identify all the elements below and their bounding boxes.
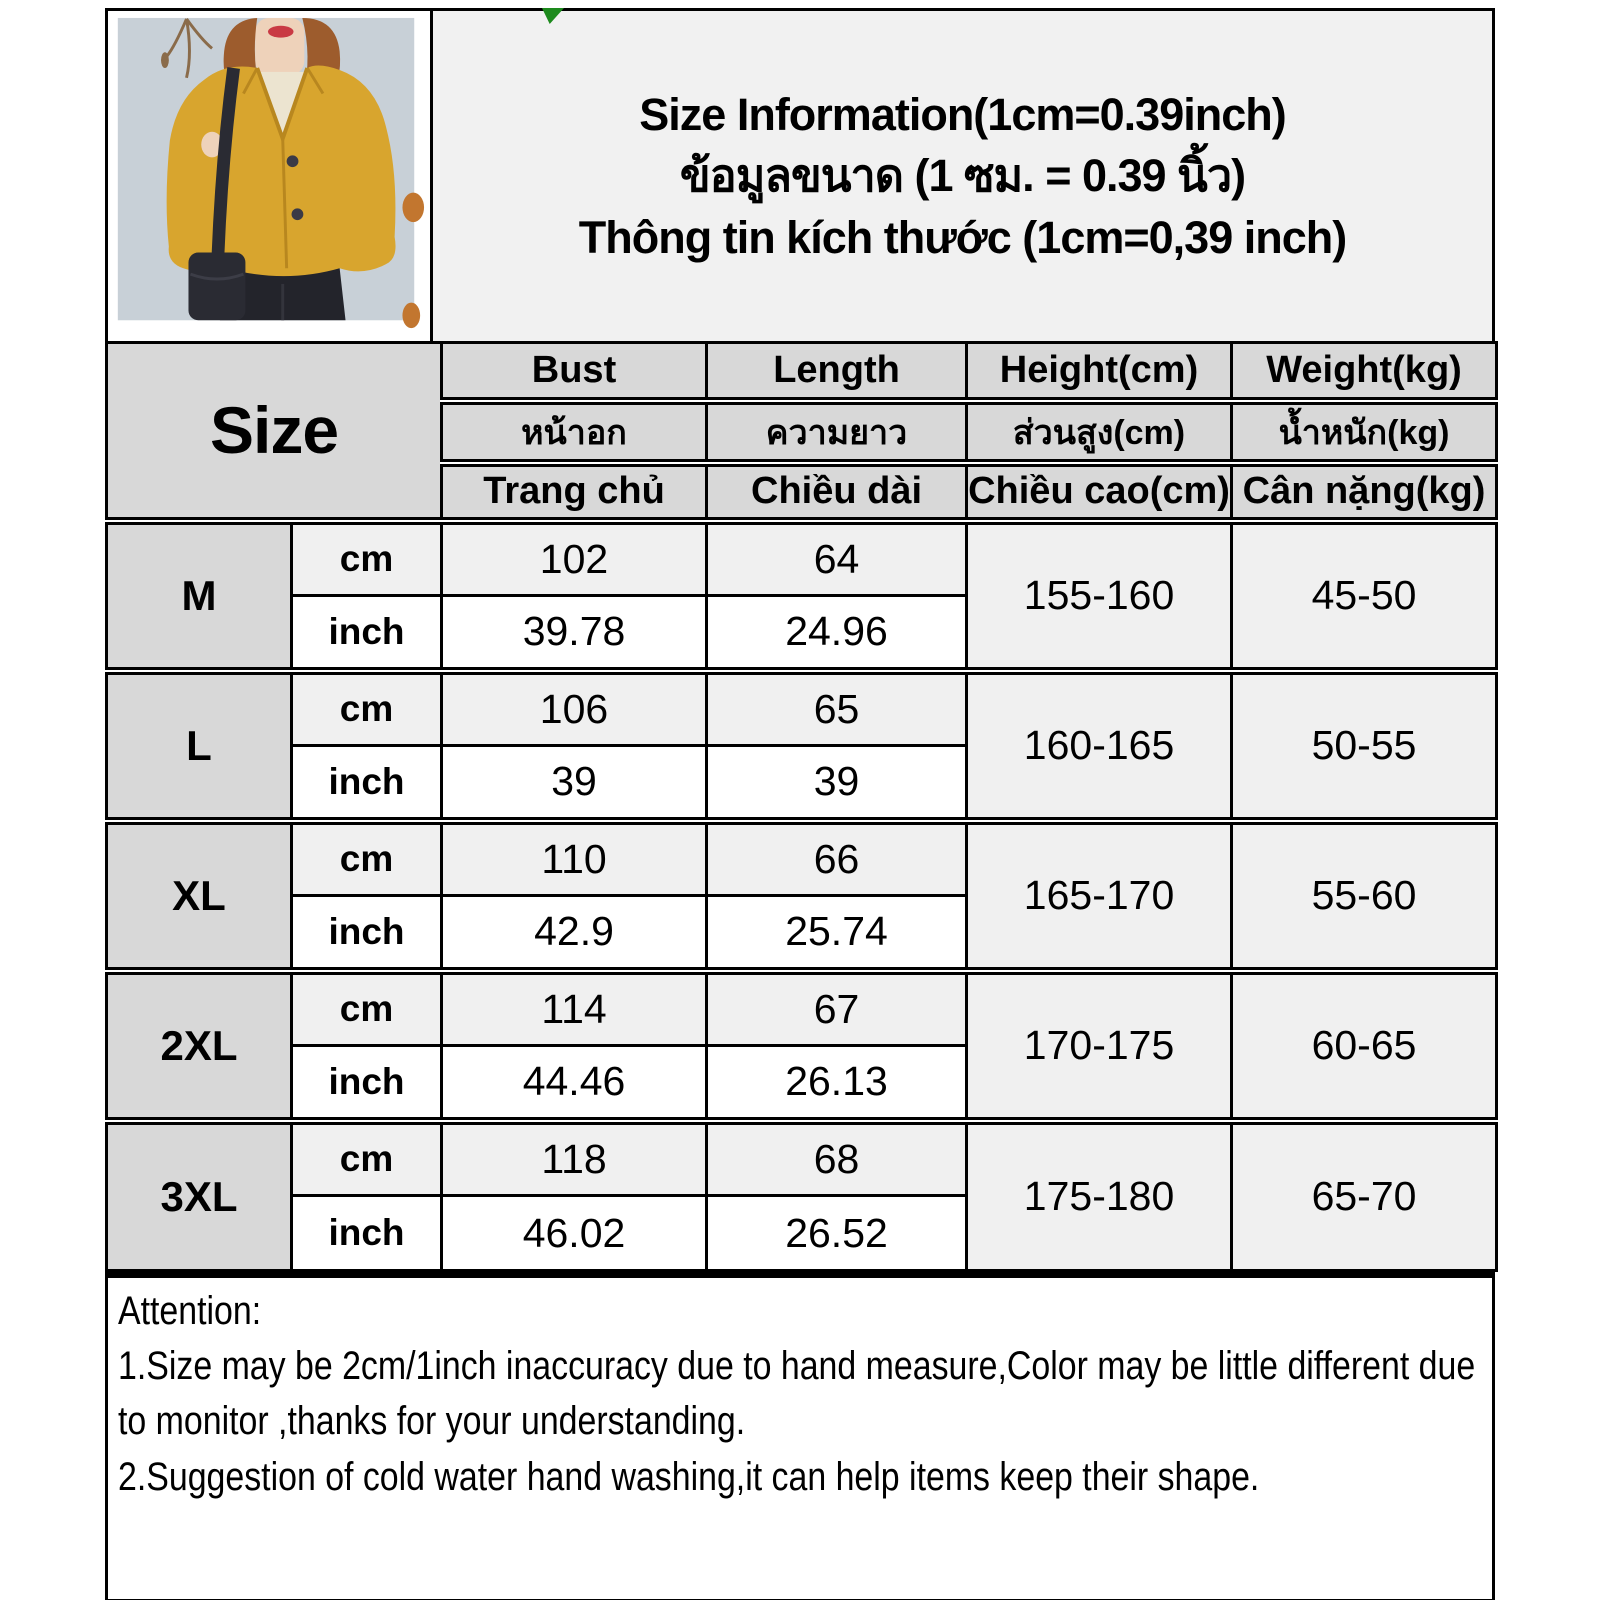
size-header-cell: Size (104, 341, 444, 522)
col-header-weight-vi: Cân nặng(kg) (1230, 458, 1499, 522)
length-value-cm: 64 (705, 516, 969, 597)
unit-cell-inch: inch (289, 744, 444, 822)
size-table: Size Bust Length Height(cm) Weight(kg) ห… (104, 341, 1499, 1272)
height-range: 155-160 (965, 516, 1234, 672)
col-header-height-th: ส่วนสูง(cm) (965, 396, 1234, 464)
unit-cell-inch: inch (289, 594, 444, 672)
unit-cell-cm: cm (289, 966, 444, 1047)
col-header-length-vi: Chiều dài (705, 458, 969, 522)
bust-value-cm: 106 (440, 666, 709, 747)
length-value-cm: 65 (705, 666, 969, 747)
bust-value-cm: 110 (440, 816, 709, 897)
height-range: 165-170 (965, 816, 1234, 972)
size-row-label: M (105, 516, 293, 672)
length-value-cm: 67 (705, 966, 969, 1047)
bust-value-inch: 39.78 (440, 594, 709, 672)
table-row-l-cm: L cm 106 65 160-165 50-55 (105, 666, 1499, 822)
table-row-2xl-inch: inch 44.46 26.13 (107, 1044, 1497, 1122)
bust-value-cm: 114 (440, 966, 709, 1047)
col-header-weight-th: น้ำหนัก(kg) (1230, 396, 1499, 464)
size-row-label: XL (105, 816, 293, 972)
bust-value-cm: 118 (440, 1116, 709, 1197)
unit-cell-cm: cm (289, 1116, 444, 1197)
table-row-2xl-cm: 2XL cm 114 67 170-175 60-65 (105, 966, 1499, 1122)
table-row-xl-inch: inch 42.9 25.74 (107, 894, 1497, 972)
unit-cell-cm: cm (289, 516, 444, 597)
col-header-weight-en: Weight(kg) (1230, 341, 1499, 402)
col-header-bust-th: หน้าอก (440, 396, 709, 464)
top-band: Size Information(1cm=0.39inch) ข้อมูลขนา… (105, 8, 1495, 341)
table-row-m-inch: inch 39.78 24.96 (107, 594, 1497, 672)
attention-heading: Attention: (118, 1289, 262, 1333)
length-value-cm: 68 (705, 1116, 969, 1197)
col-header-length-th: ความยาว (705, 396, 969, 464)
attention-note-2: 2.Suggestion of cold water hand washing,… (118, 1454, 1260, 1499)
weight-range: 60-65 (1230, 966, 1499, 1122)
length-value-inch: 25.74 (705, 894, 969, 972)
col-header-length-en: Length (705, 341, 969, 402)
length-value-inch: 24.96 (705, 594, 969, 672)
header-row-th: หน้าอก ความยาว ส่วนสูง(cm) น้ำหนัก(kg) (107, 396, 1499, 464)
attention-notes: Attention: 1.Size may be 2cm/1inch inacc… (105, 1272, 1495, 1600)
size-information-title: Size Information(1cm=0.39inch) ข้อมูลขนา… (433, 11, 1492, 341)
height-range: 175-180 (965, 1116, 1234, 1272)
title-thai: ข้อมูลขนาด (1 ซม. = 0.39 นิ้ว) (679, 150, 1246, 202)
table-row-m-cm: M cm 102 64 155-160 45-50 (105, 516, 1499, 672)
weight-range: 45-50 (1230, 516, 1499, 672)
length-value-inch: 26.13 (705, 1044, 969, 1122)
attention-text: Attention: 1.Size may be 2cm/1inch inacc… (118, 1284, 1481, 1505)
size-row-label: 2XL (105, 966, 293, 1122)
col-header-bust-vi: Trang chủ (440, 458, 709, 522)
bust-value-inch: 42.9 (440, 894, 709, 972)
table-row-xl-cm: XL cm 110 66 165-170 55-60 (105, 816, 1499, 972)
bust-value-cm: 102 (440, 516, 709, 597)
unit-cell-cm: cm (289, 816, 444, 897)
table-row-l-inch: inch 39 39 (107, 744, 1497, 822)
length-value-inch: 39 (705, 744, 969, 822)
bust-value-inch: 46.02 (440, 1194, 709, 1272)
col-header-height-en: Height(cm) (965, 341, 1234, 402)
weight-range: 55-60 (1230, 816, 1499, 972)
table-row-3xl-inch: inch 46.02 26.52 (107, 1194, 1497, 1272)
weight-range: 50-55 (1230, 666, 1499, 822)
length-value-inch: 26.52 (705, 1194, 969, 1272)
attention-note-1: 1.Size may be 2cm/1inch inaccuracy due t… (118, 1344, 1476, 1444)
col-header-height-vi: Chiều cao(cm) (965, 458, 1234, 522)
height-range: 170-175 (965, 966, 1234, 1122)
col-header-bust-en: Bust (440, 341, 709, 402)
size-row-label: L (105, 666, 293, 822)
header-row-vi: Trang chủ Chiều dài Chiều cao(cm) Cân nặ… (107, 458, 1499, 522)
unit-cell-inch: inch (289, 1044, 444, 1122)
size-row-label: 3XL (105, 1116, 293, 1272)
product-photo (108, 11, 433, 341)
unit-cell-cm: cm (289, 666, 444, 747)
height-range: 160-165 (965, 666, 1234, 822)
length-value-cm: 66 (705, 816, 969, 897)
bust-value-inch: 39 (440, 744, 709, 822)
title-vietnamese: Thông tin kích thước (1cm=0,39 inch) (578, 211, 1347, 263)
header-row-en: Size Bust Length Height(cm) Weight(kg) (104, 341, 1499, 522)
model-photo-illustration (108, 11, 427, 338)
unit-cell-inch: inch (289, 1194, 444, 1272)
bust-value-inch: 44.46 (440, 1044, 709, 1122)
size-chart-content: Size Information(1cm=0.39inch) ข้อมูลขนา… (104, 8, 1499, 1600)
weight-range: 65-70 (1230, 1116, 1499, 1272)
table-row-3xl-cm: 3XL cm 118 68 175-180 65-70 (105, 1116, 1499, 1272)
title-english: Size Information(1cm=0.39inch) (639, 88, 1286, 140)
unit-cell-inch: inch (289, 894, 444, 972)
